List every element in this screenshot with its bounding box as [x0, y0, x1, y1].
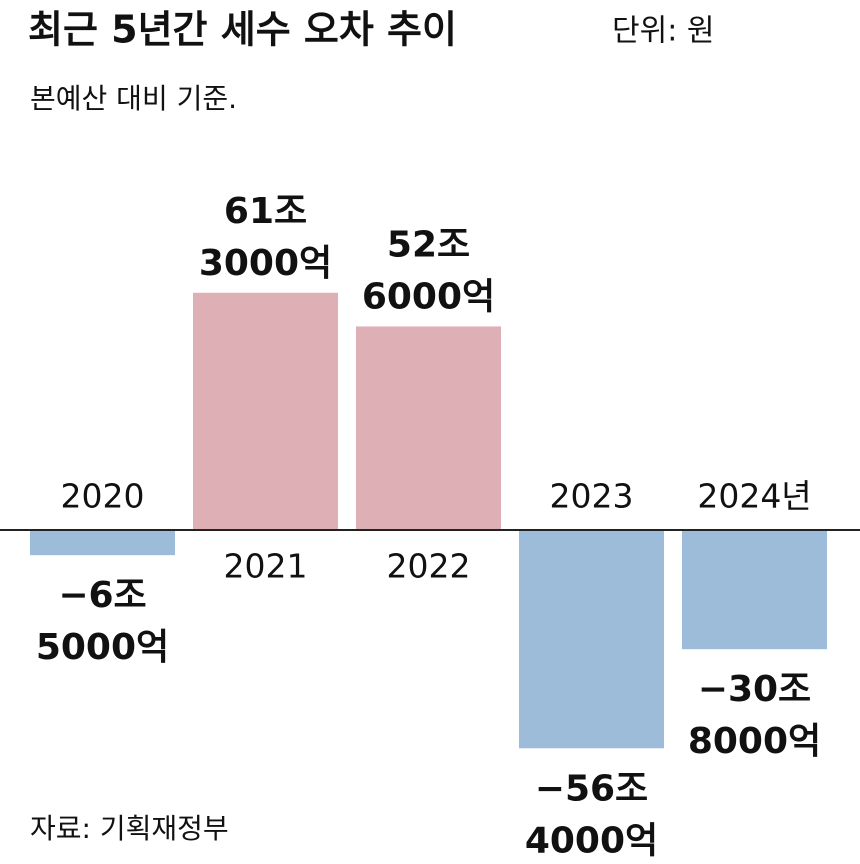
- value-label: −30조: [698, 669, 811, 710]
- value-label: 5000억: [36, 627, 169, 668]
- value-label: 4000억: [525, 820, 658, 861]
- bar: [519, 530, 664, 749]
- unit-note: 단위: 원: [612, 14, 714, 49]
- x-tick-label: 2020: [61, 477, 145, 516]
- value-label: −56조: [535, 768, 648, 809]
- bar: [356, 326, 501, 530]
- x-tick-label: 2023: [550, 477, 634, 516]
- bar: [30, 530, 175, 556]
- bar: [682, 530, 827, 650]
- value-label: 61조: [224, 191, 307, 232]
- bar: [193, 292, 338, 530]
- value-label: 3000억: [199, 243, 332, 284]
- chart-title: 최근 5년간 세수 오차 추이: [28, 8, 457, 52]
- source: 자료: 기획재정부: [30, 812, 229, 845]
- value-label: 6000억: [362, 276, 495, 317]
- subtitle: 본예산 대비 기준.: [30, 82, 237, 115]
- x-tick-label: 2021: [224, 547, 308, 586]
- value-label: −6조: [58, 575, 146, 616]
- value-label: 8000억: [688, 721, 821, 762]
- x-tick-label: 2024년: [697, 477, 811, 516]
- value-label: 52조: [387, 224, 470, 265]
- x-tick-label: 2022: [387, 547, 471, 586]
